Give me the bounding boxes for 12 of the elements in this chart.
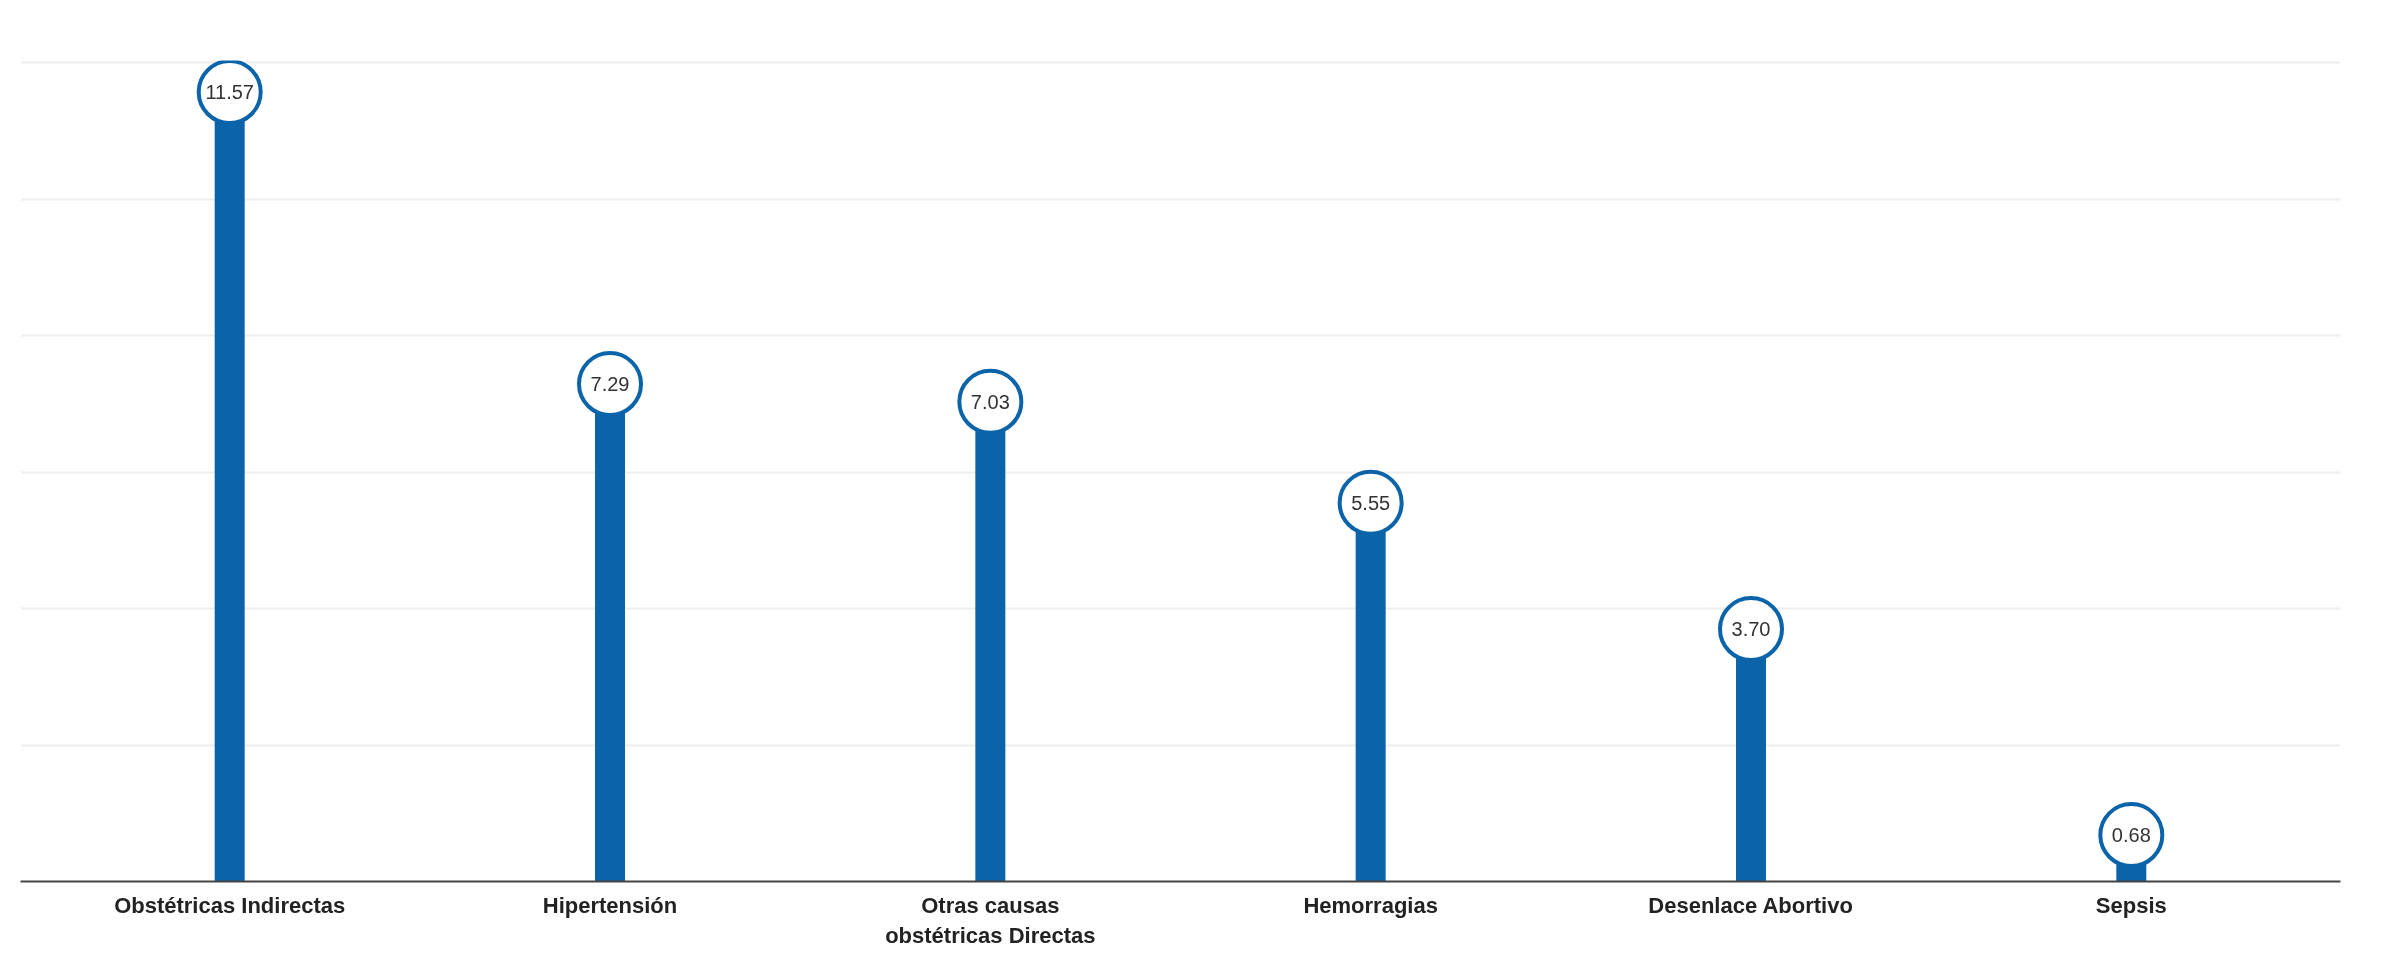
x-tick-label: Desenlace Abortivo (1648, 892, 1853, 918)
x-tick-label: Otras causas obstétricas Directas (885, 892, 1096, 948)
data-label: 11.57 (205, 81, 254, 104)
data-label: 7.29 (590, 373, 630, 396)
data-label: 7.03 (970, 390, 1010, 413)
x-tick-label: Sepsis (2095, 892, 2167, 918)
x-tick-label: Hipertensión (542, 892, 678, 918)
x-tick-label: Obstétricas Indirectas (114, 892, 346, 918)
x-tick-label: Hemorragias (1303, 892, 1438, 918)
data-label: 0.68 (2111, 824, 2151, 847)
data-label: 3.70 (1731, 618, 1771, 641)
data-label: 5.55 (1351, 491, 1391, 514)
